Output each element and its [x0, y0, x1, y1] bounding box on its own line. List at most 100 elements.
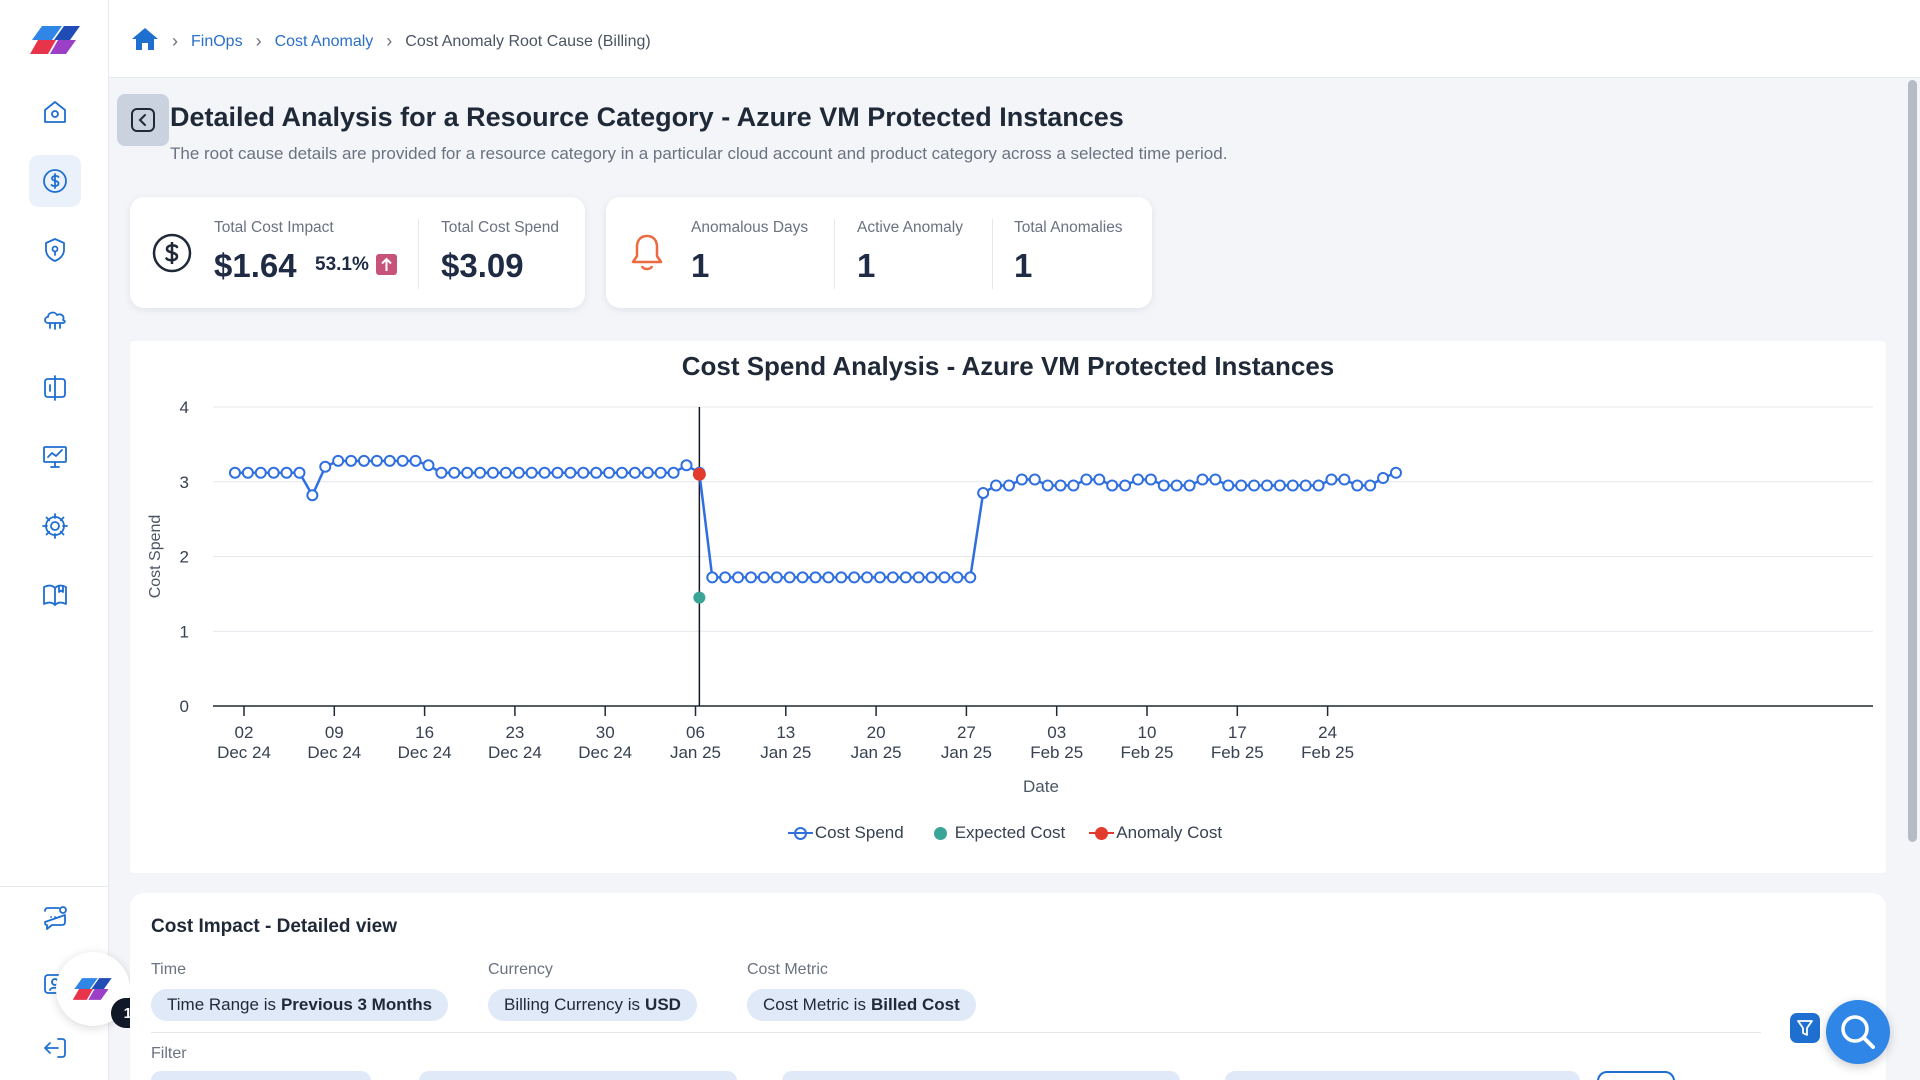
cost-metric-label: Cost Metric [747, 961, 828, 978]
cost-spend-point [1106, 479, 1119, 492]
nav-settings[interactable] [29, 500, 81, 552]
cost-impact-detail-card: Cost Impact - Detailed view Time Time Ra… [130, 893, 1886, 1080]
nav-logout[interactable] [29, 1022, 81, 1074]
total-anomalies-value: 1 [1014, 247, 1033, 284]
chevron-left-icon [131, 108, 155, 132]
cost-impact-percent: 53.1% [315, 254, 369, 275]
cost-spend-point [744, 571, 757, 584]
back-button[interactable] [117, 94, 169, 146]
cost-spend-point [280, 466, 293, 479]
scrollbar-thumb[interactable] [1908, 80, 1917, 842]
x-tick-label-day: 30 [596, 723, 615, 742]
cost-spend-point [990, 479, 1003, 492]
y-tick-label: 1 [180, 622, 189, 641]
anomalous-days-value: 1 [691, 247, 710, 284]
cost-spend-point [345, 454, 358, 467]
y-tick-label: 2 [180, 548, 189, 567]
expected-cost-point [693, 591, 706, 604]
filter-chip[interactable] [151, 1071, 371, 1080]
filter-action-button[interactable] [1597, 1071, 1675, 1080]
x-tick-label-day: 06 [686, 723, 705, 742]
cost-spend-point [228, 466, 241, 479]
anomalous-days-label: Anomalous Days [691, 219, 809, 236]
cost-metric-chip[interactable]: Cost Metric is Billed Cost [747, 989, 976, 1021]
x-tick-label-day: 17 [1228, 723, 1247, 742]
x-axis-title: Date [1023, 777, 1059, 796]
total-cost-spend-value: $3.09 [441, 247, 524, 284]
chip-prefix: Billing Currency is [504, 995, 641, 1014]
cost-spend-point [603, 466, 616, 479]
cost-spend-point [525, 466, 538, 479]
cost-spend-point [1157, 479, 1170, 492]
home-outline-icon [44, 101, 66, 123]
cost-spend-point [628, 466, 641, 479]
cost-spend-point [1209, 473, 1222, 486]
cost-spend-point [241, 466, 254, 479]
legend-marker-cost-spend [787, 826, 813, 840]
cost-spend-point [1196, 473, 1209, 486]
cost-spend-point [977, 486, 990, 499]
x-tick-label-day: 03 [1047, 723, 1066, 742]
x-tick-label-day: 23 [505, 723, 524, 742]
home-icon[interactable] [131, 26, 159, 57]
filter-fab[interactable] [1790, 1013, 1820, 1043]
gear-icon [42, 513, 68, 539]
x-tick-label-month: Dec 24 [578, 743, 632, 762]
legend-expected-cost[interactable]: Expected Cost [933, 823, 1066, 843]
cost-spend-point [667, 466, 680, 479]
breadcrumb-cost-anomaly[interactable]: Cost Anomaly [274, 32, 374, 50]
cost-spend-chart-card: Cost Spend Analysis - Azure VM Protected… [130, 341, 1886, 873]
filter-chip[interactable] [419, 1071, 737, 1080]
breadcrumb-finops[interactable]: FinOps [191, 32, 243, 50]
cost-spend-point [474, 466, 487, 479]
nav-finops[interactable] [29, 155, 81, 207]
nav-security[interactable] [29, 224, 81, 276]
nav-cloud[interactable] [29, 293, 81, 345]
x-tick-label-day: 20 [867, 723, 886, 742]
arrow-up-icon [376, 254, 397, 275]
cost-kpi-card: Total Cost Impact $1.64 53.1% Total Cost… [130, 197, 585, 308]
cost-spend-point [1235, 479, 1248, 492]
cost-spend-point [383, 454, 396, 467]
app-logo[interactable] [28, 22, 84, 58]
legend-cost-spend[interactable]: Cost Spend [787, 823, 904, 843]
cost-spend-point [848, 571, 861, 584]
topbar: › FinOps › Cost Anomaly › Cost Anomaly R… [109, 0, 1920, 78]
breadcrumb: › FinOps › Cost Anomaly › Cost Anomaly R… [131, 26, 651, 57]
y-tick-label: 3 [180, 473, 189, 492]
nav-docs[interactable] [29, 569, 81, 621]
filter-chip[interactable] [782, 1071, 1180, 1080]
chevron-right-icon: › [172, 31, 178, 51]
cost-spend-point [590, 466, 603, 479]
sidebar [0, 0, 109, 1080]
x-tick-label-day: 13 [776, 723, 795, 742]
legend-label: Anomaly Cost [1116, 823, 1223, 842]
shield-icon [45, 238, 65, 262]
nav-home[interactable] [29, 86, 81, 138]
detail-divider [151, 1032, 1761, 1033]
cost-spend-point [886, 571, 899, 584]
cost-spend-point [577, 466, 590, 479]
nav-chat[interactable] [29, 892, 81, 944]
cost-spend-point [1067, 479, 1080, 492]
presentation-chart-icon [43, 446, 67, 468]
cost-spend-point [1248, 479, 1261, 492]
time-range-chip[interactable]: Time Range is Previous 3 Months [151, 989, 449, 1021]
cost-spend-point [293, 466, 306, 479]
legend-label: Expected Cost [954, 823, 1066, 842]
chart-legend: Cost Spend Expected Cost Anomaly Cost [130, 823, 1886, 843]
cost-spend-point [267, 466, 280, 479]
cost-spend-point [1299, 479, 1312, 492]
cost-spend-point [796, 571, 809, 584]
nav-compare[interactable] [29, 362, 81, 414]
breadcrumb-current: Cost Anomaly Root Cause (Billing) [405, 32, 651, 50]
nav-reports[interactable] [29, 431, 81, 483]
legend-anomaly-cost[interactable]: Anomaly Cost [1089, 823, 1223, 843]
cost-spend-point [1080, 473, 1093, 486]
filter-chip[interactable] [1225, 1071, 1580, 1080]
cost-spend-point [809, 571, 822, 584]
chip-prefix: Cost Metric is [763, 995, 866, 1014]
search-fab[interactable] [1826, 1000, 1890, 1064]
currency-chip[interactable]: Billing Currency is USD [488, 989, 697, 1021]
